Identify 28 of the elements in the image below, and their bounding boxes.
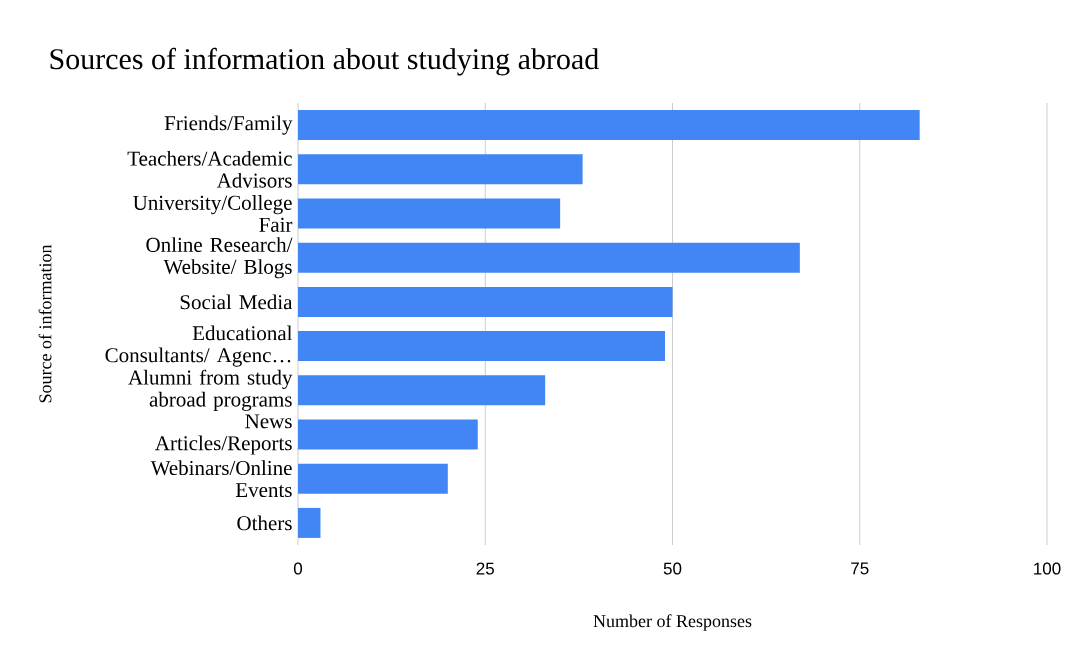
y-tick-label: News Articles/Reports xyxy=(155,414,292,455)
y-tick-label: Educational Consultants/ Agenc… xyxy=(105,325,293,367)
x-tick-label: 25 xyxy=(476,562,494,575)
y-tick-label: Social Media xyxy=(180,294,293,310)
y-tick-label: Friends/Family xyxy=(164,115,293,135)
bar xyxy=(298,286,673,317)
bar xyxy=(298,419,478,450)
bar xyxy=(298,331,666,362)
x-tick-label: 50 xyxy=(663,562,682,575)
bar xyxy=(298,242,800,273)
x-axis-title: Number of Responses xyxy=(593,614,752,631)
bar xyxy=(298,110,920,141)
bar xyxy=(298,375,546,406)
bar xyxy=(298,198,561,229)
y-tick-label: Webinars/Online Events xyxy=(150,460,292,498)
chart-title: Sources of information about studying abroad xyxy=(50,47,599,76)
bar xyxy=(298,507,321,538)
x-tick-label: 100 xyxy=(1034,562,1061,575)
y-tick-label: Online Research/ Website/ Blogs xyxy=(146,237,293,279)
y-tick-label: Alumni from study abroad programs xyxy=(128,369,293,411)
y-tick-label: Teachers/Academic Advisors xyxy=(127,150,292,188)
y-tick-label: University/College Fair xyxy=(133,195,293,232)
y-tick-label: Others xyxy=(237,515,292,531)
x-tick-label: 75 xyxy=(851,562,869,575)
bar xyxy=(298,463,448,494)
bar xyxy=(298,154,583,185)
x-tick-label: 0 xyxy=(293,562,303,575)
y-axis-title: Source of information xyxy=(38,244,52,403)
